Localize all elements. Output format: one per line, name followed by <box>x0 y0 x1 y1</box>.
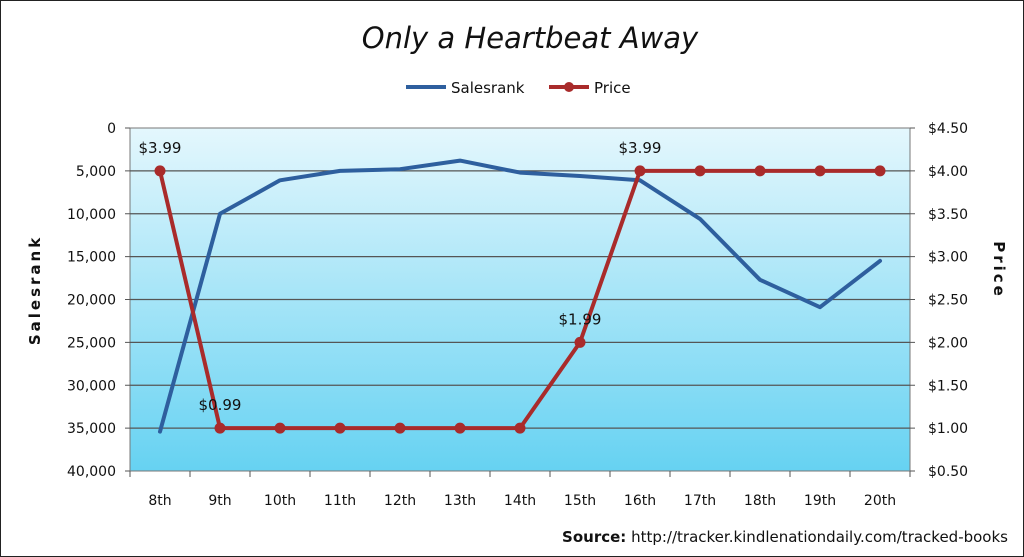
legend: Salesrank Price <box>406 79 631 97</box>
price-point <box>514 422 526 434</box>
data-label: $1.99 <box>559 310 602 328</box>
right-tick-label: $0.50 <box>928 464 968 480</box>
x-tick-label: 16th <box>624 493 656 509</box>
source-note: Source: http://tracker.kindlenationdaily… <box>562 528 1008 546</box>
annotations: $3.99 $0.99 $1.99 $3.99 <box>139 139 662 414</box>
chart-title: Only a Heartbeat Away <box>362 21 699 55</box>
right-tick-label: $2.50 <box>928 293 968 309</box>
x-tick-label: 8th <box>148 493 171 509</box>
left-tick-label: 30,000 <box>67 378 116 394</box>
price-point <box>334 422 346 434</box>
x-tick-label: 19th <box>804 493 836 509</box>
left-tick-label: 25,000 <box>67 335 116 351</box>
x-tick-label: 17th <box>684 493 716 509</box>
right-tick-label: $3.50 <box>928 207 968 223</box>
left-tick-label: 40,000 <box>67 464 116 480</box>
price-point <box>634 165 646 177</box>
left-axis-ticks: 0 5,000 10,000 15,000 20,000 25,000 30,000 35,0… <box>67 121 130 480</box>
price-point <box>814 165 826 177</box>
data-label: $3.99 <box>619 139 662 157</box>
left-axis-title: Salesrank <box>26 235 44 345</box>
price-point <box>214 422 226 434</box>
right-tick-label: $2.00 <box>928 335 968 351</box>
x-tick-label: 10th <box>264 493 296 509</box>
left-tick-label: 35,000 <box>67 421 116 437</box>
x-axis-ticks: 8th 9th 10th 11th 12th 13th 14th 15th 16th 17th 18… <box>129 471 911 509</box>
x-tick-label: 13th <box>444 493 476 509</box>
right-tick-label: $1.50 <box>928 378 968 394</box>
right-axis-title: Price <box>990 241 1008 299</box>
series-line-salesrank <box>158 158 882 434</box>
right-tick-label: $4.00 <box>928 164 968 180</box>
series <box>154 158 886 434</box>
price-point <box>454 422 466 434</box>
x-tick-label: 11th <box>324 493 356 509</box>
right-tick-label: $1.00 <box>928 421 968 437</box>
x-tick-label: 20th <box>864 493 896 509</box>
price-point <box>754 165 766 177</box>
price-point <box>694 165 706 177</box>
price-point <box>154 165 166 177</box>
price-point <box>874 165 886 177</box>
left-tick-label: 15,000 <box>67 250 116 266</box>
x-tick-label: 15th <box>564 493 596 509</box>
left-tick-label: 10,000 <box>67 207 116 223</box>
price-point <box>274 422 286 434</box>
price-point <box>394 422 406 434</box>
data-label: $3.99 <box>139 139 182 157</box>
x-tick-label: 14th <box>504 493 536 509</box>
left-tick-label: 5,000 <box>76 164 116 180</box>
price-point <box>574 336 586 348</box>
left-tick-label: 20,000 <box>67 293 116 309</box>
legend-price-marker <box>564 82 574 92</box>
x-tick-label: 18th <box>744 493 776 509</box>
right-axis-ticks: $4.50 $4.00 $3.50 $3.00 $2.50 $2.00 $1.50 $1.00… <box>910 121 968 480</box>
data-label: $0.99 <box>199 396 242 414</box>
x-tick-label: 9th <box>208 493 231 509</box>
right-tick-label: $4.50 <box>928 121 968 137</box>
right-tick-label: $3.00 <box>928 250 968 266</box>
x-tick-label: 12th <box>384 493 416 509</box>
left-tick-label: 0 <box>107 121 116 137</box>
source-label: Source: <box>562 528 627 546</box>
source-url: http://tracker.kindlenationdaily.com/tra… <box>631 528 1008 546</box>
legend-price-label: Price <box>594 79 631 97</box>
legend-salesrank-label: Salesrank <box>451 79 525 97</box>
